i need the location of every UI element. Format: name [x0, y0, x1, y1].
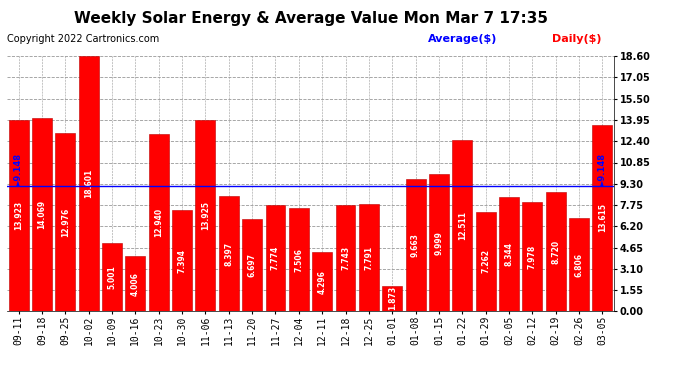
Text: 7.791: 7.791 [364, 246, 373, 270]
Text: 6.806: 6.806 [575, 253, 584, 277]
Text: 13.925: 13.925 [201, 201, 210, 230]
Bar [219, 196, 239, 311]
Text: Weekly Solar Energy & Average Value Mon Mar 7 17:35: Weekly Solar Energy & Average Value Mon … [74, 11, 547, 26]
Bar [149, 134, 168, 311]
Bar [55, 134, 75, 311]
Text: 7.394: 7.394 [177, 249, 186, 273]
Bar [195, 120, 215, 311]
Text: 12.940: 12.940 [154, 208, 164, 237]
Bar [9, 120, 28, 311]
Bar [32, 118, 52, 311]
Text: 1.873: 1.873 [388, 286, 397, 310]
Text: Copyright 2022 Cartronics.com: Copyright 2022 Cartronics.com [7, 34, 159, 44]
Text: 14.069: 14.069 [37, 200, 46, 230]
Bar [242, 219, 262, 311]
Bar [172, 210, 192, 311]
Bar [335, 205, 355, 311]
Text: 7.262: 7.262 [481, 249, 490, 273]
Text: 8.397: 8.397 [224, 242, 233, 266]
Bar [569, 218, 589, 311]
Text: 13.923: 13.923 [14, 201, 23, 230]
Text: 7.978: 7.978 [528, 244, 537, 268]
Bar [522, 202, 542, 311]
Text: 12.511: 12.511 [457, 211, 467, 240]
Text: 6.697: 6.697 [248, 254, 257, 278]
Bar [475, 212, 495, 311]
Bar [313, 252, 332, 311]
Text: 4.006: 4.006 [131, 272, 140, 296]
Bar [359, 204, 379, 311]
Text: 9.663: 9.663 [411, 233, 420, 257]
Text: 4.296: 4.296 [317, 270, 326, 294]
Bar [382, 286, 402, 311]
Text: 13.615: 13.615 [598, 203, 607, 232]
Text: Daily($): Daily($) [552, 34, 602, 44]
Bar [126, 256, 146, 311]
Bar [102, 243, 122, 311]
Bar [546, 192, 566, 311]
Bar [453, 140, 472, 311]
Text: 12.976: 12.976 [61, 208, 70, 237]
Text: 8.344: 8.344 [504, 242, 513, 266]
Bar [593, 124, 612, 311]
Text: 5.001: 5.001 [108, 265, 117, 289]
Bar [499, 197, 519, 311]
Text: 18.601: 18.601 [84, 169, 93, 198]
Text: ►9.148: ►9.148 [14, 153, 23, 186]
Text: 7.743: 7.743 [341, 246, 350, 270]
Bar [429, 174, 449, 311]
Text: ►9.148: ►9.148 [598, 153, 607, 186]
Bar [406, 179, 426, 311]
Text: 9.999: 9.999 [435, 231, 444, 255]
Text: 7.506: 7.506 [295, 248, 304, 272]
Text: 8.720: 8.720 [551, 239, 560, 264]
Bar [289, 209, 308, 311]
Bar [266, 205, 286, 311]
Text: 7.774: 7.774 [271, 246, 280, 270]
Bar [79, 56, 99, 311]
Text: Average($): Average($) [428, 34, 497, 44]
